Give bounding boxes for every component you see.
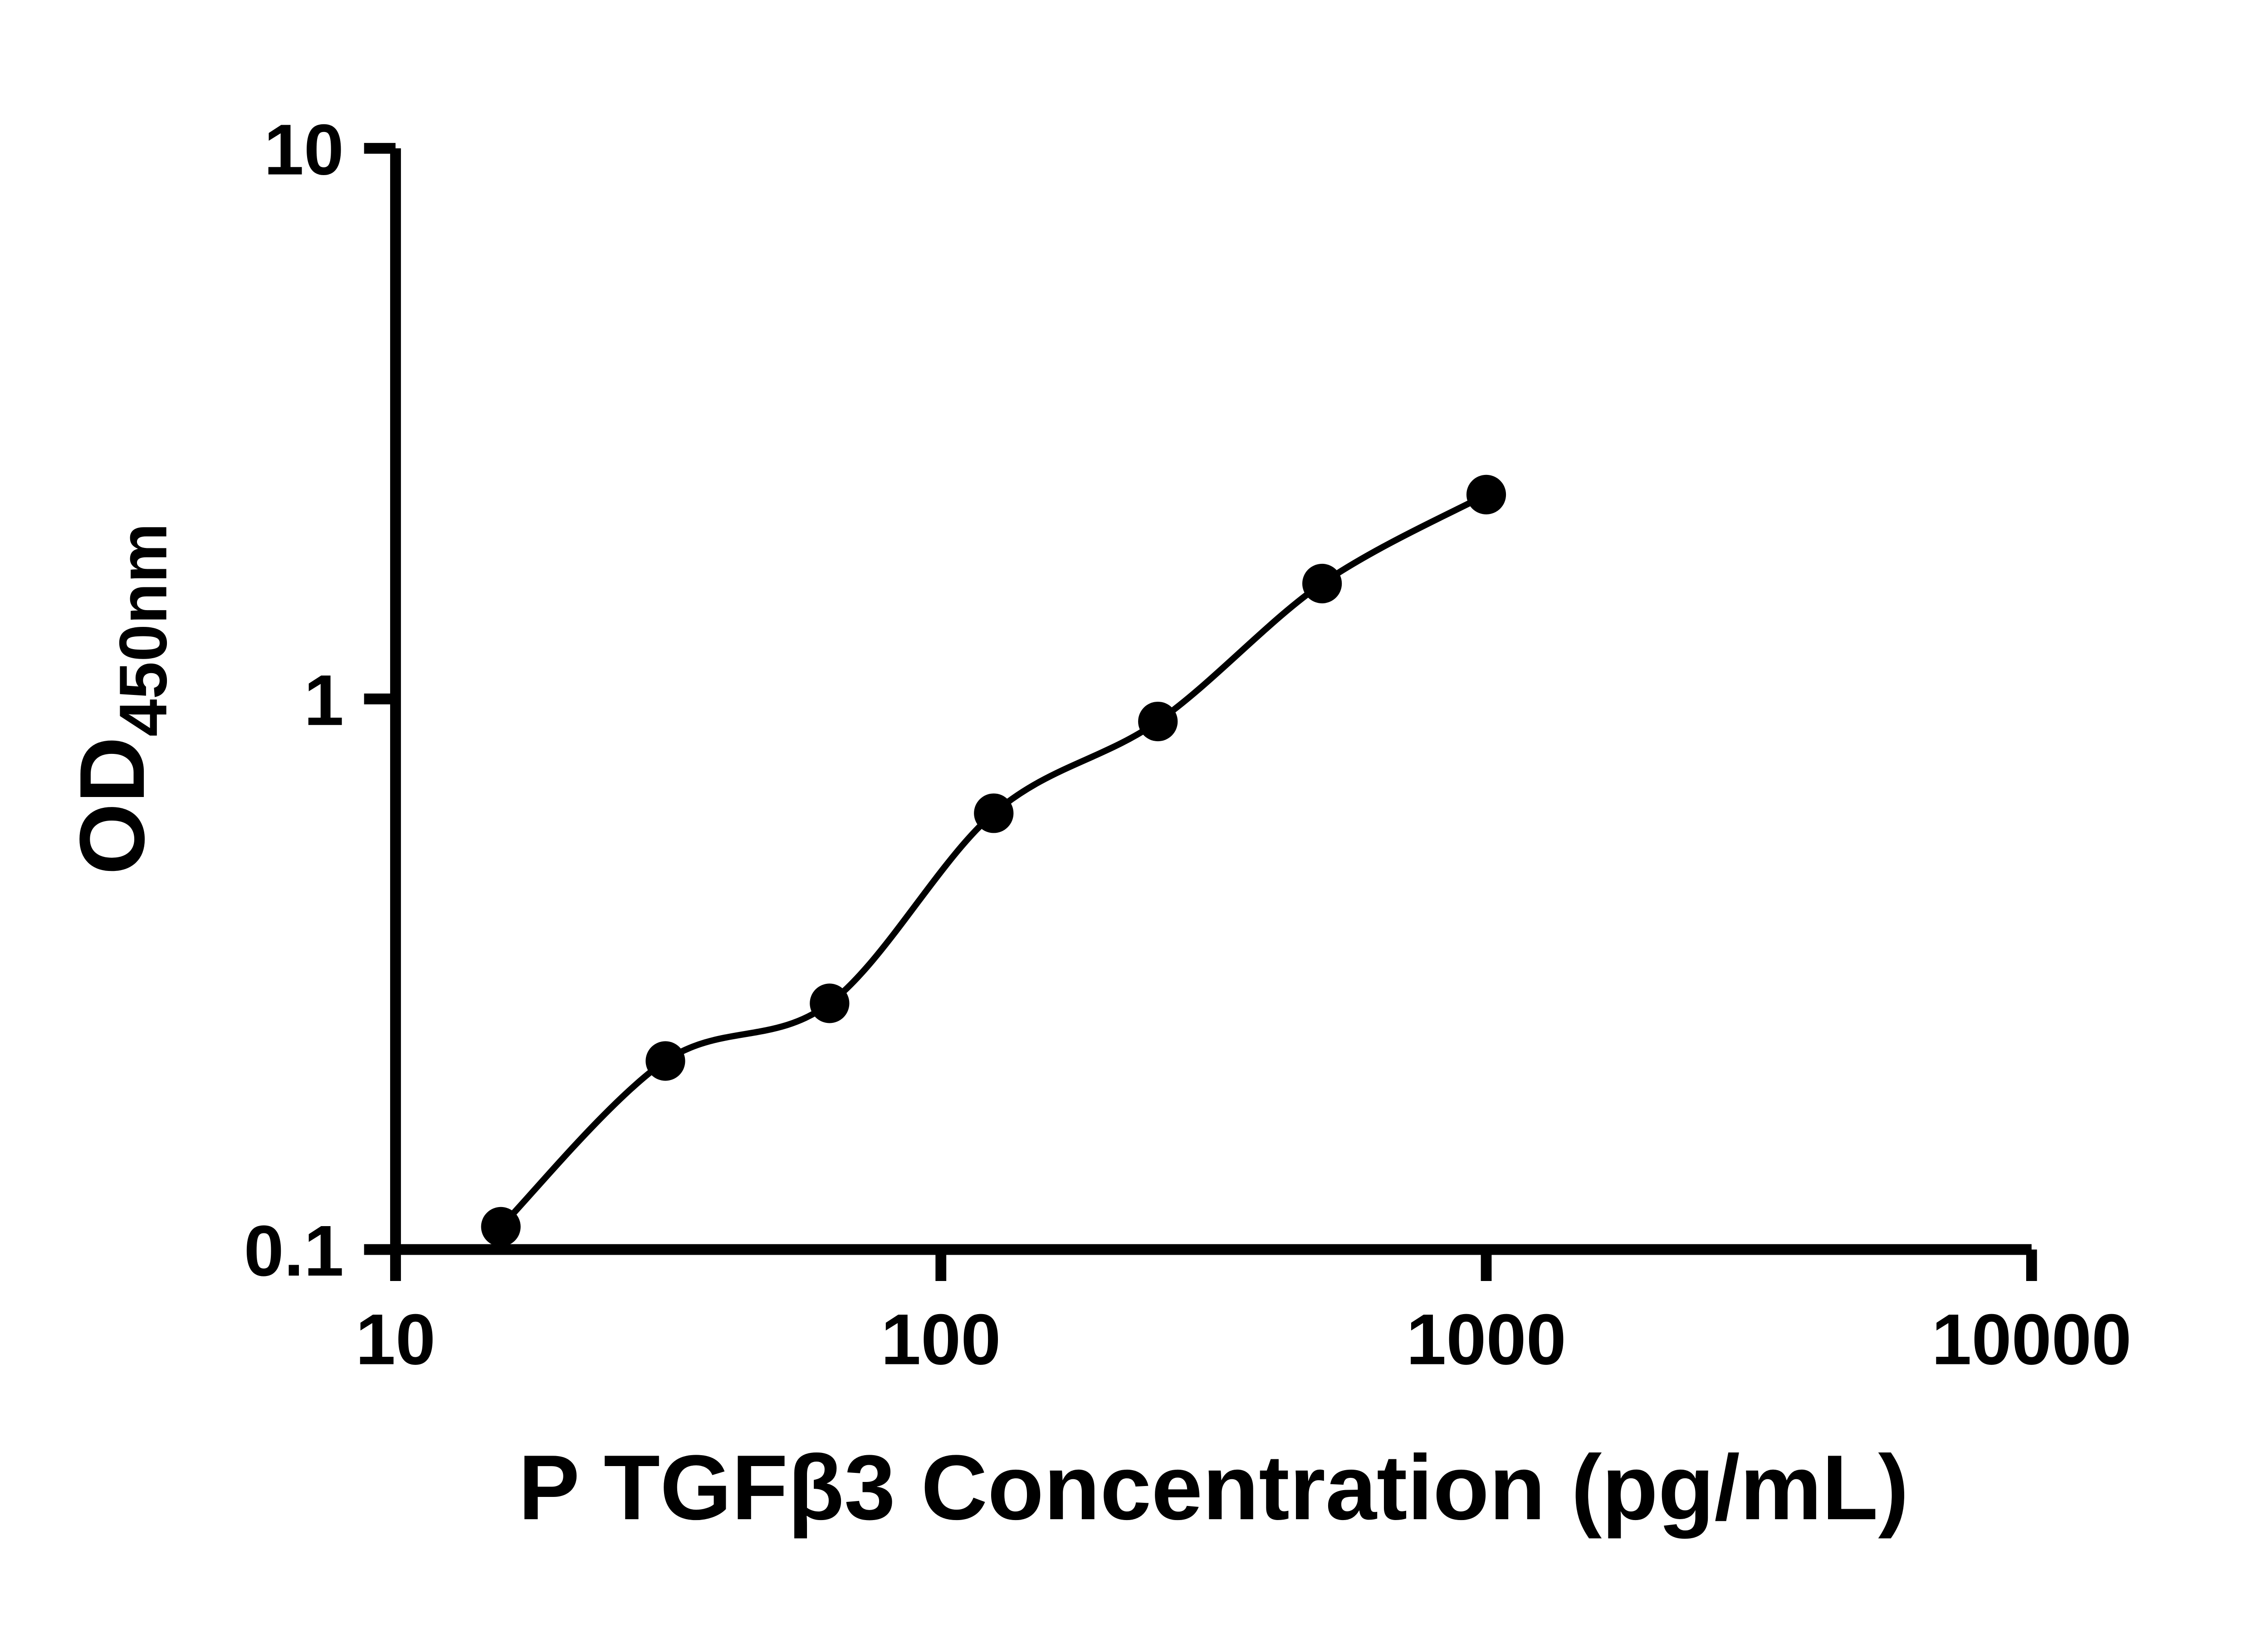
y-axis-title: OD450nm — [61, 523, 181, 875]
data-point — [974, 793, 1014, 833]
axis-spine — [390, 148, 2032, 1255]
y-axis-title-main: OD — [61, 737, 164, 875]
x-tick-label: 10000 — [1931, 1299, 2131, 1379]
data-point — [645, 1041, 685, 1081]
x-tick-label: 10 — [356, 1299, 435, 1379]
curve-fit-line — [498, 491, 1490, 1230]
axes-layer: 10 100 1000 10000 0.1 1 10 — [244, 109, 2132, 1379]
data-point — [1466, 474, 1506, 515]
y-tick-label: 1 — [304, 660, 344, 740]
x-tick-label: 1000 — [1406, 1299, 1566, 1379]
data-point — [481, 1207, 521, 1247]
x-axis-title: P TGFβ3 Concentration (pg/mL) — [518, 1436, 1909, 1539]
y-tick-label: 10 — [264, 109, 344, 190]
data-point — [1138, 701, 1178, 742]
data-point — [810, 983, 850, 1023]
data-point — [1302, 563, 1342, 604]
series-layer — [481, 474, 1506, 1247]
y-tick-label: 0.1 — [244, 1210, 344, 1291]
y-axis-title-subscript: 450nm — [106, 523, 181, 737]
x-tick-label: 100 — [881, 1299, 1001, 1379]
